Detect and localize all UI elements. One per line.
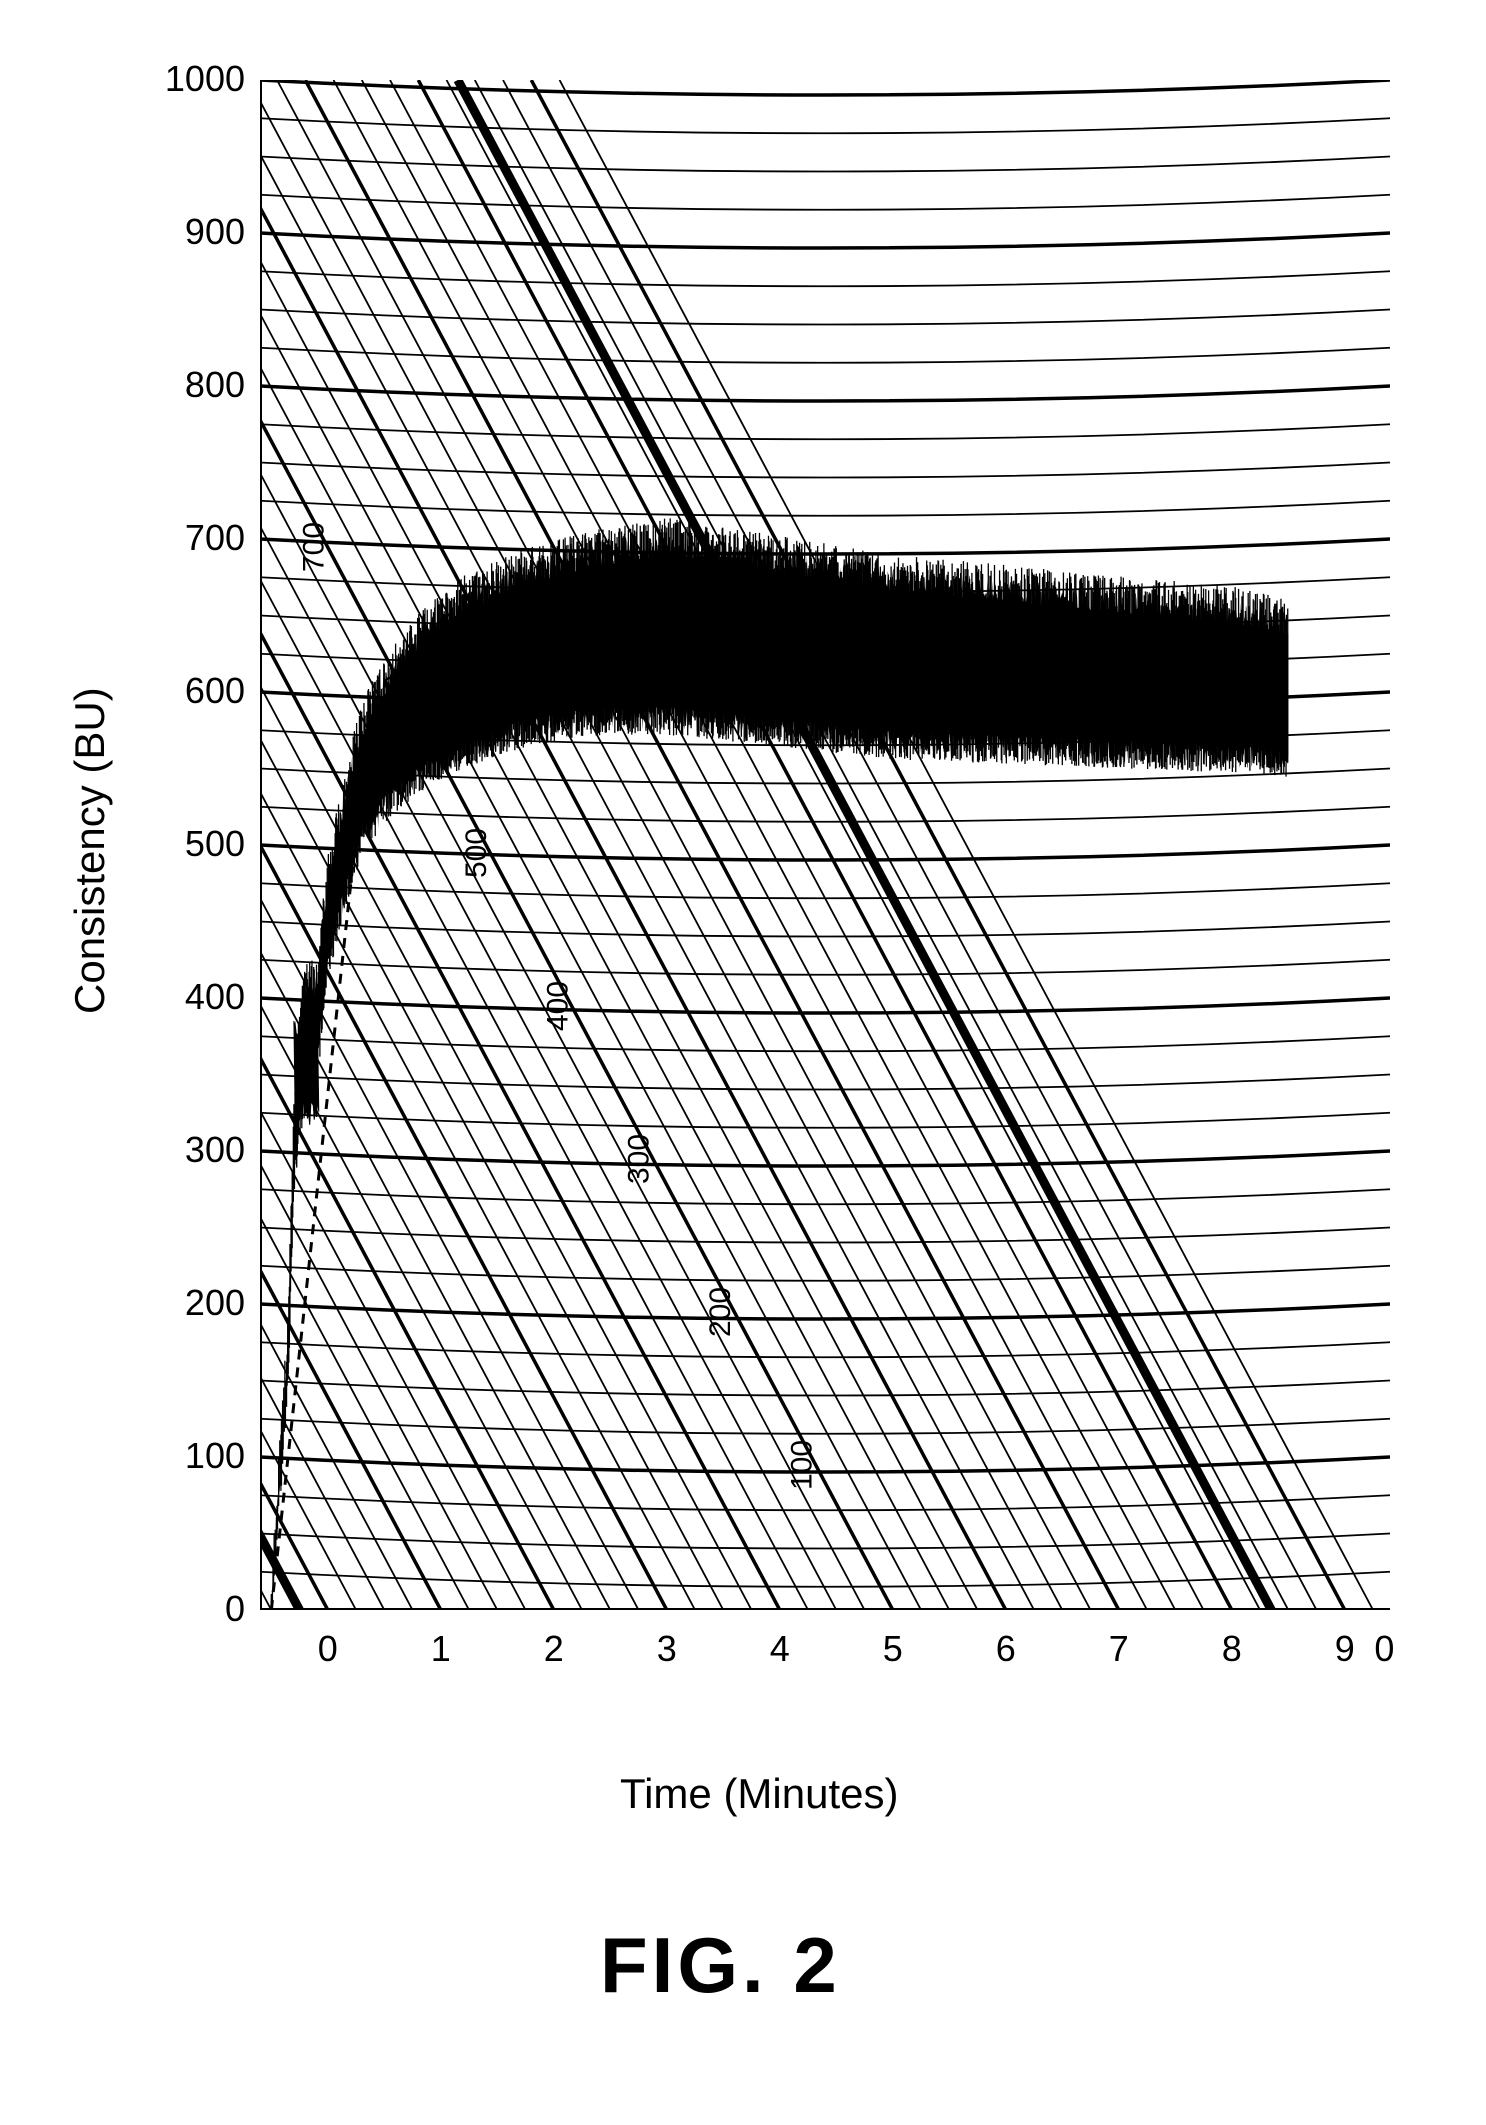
- x-tick: 9: [1325, 1628, 1365, 1670]
- svg-text:400: 400: [541, 981, 574, 1031]
- svg-text:200: 200: [704, 1287, 737, 1337]
- x-tick: 7: [1099, 1628, 1139, 1670]
- y-tick: 600: [155, 670, 245, 712]
- y-tick: 700: [155, 517, 245, 559]
- svg-text:300: 300: [623, 1134, 656, 1184]
- y-tick: 400: [155, 976, 245, 1018]
- svg-text:700: 700: [297, 522, 330, 572]
- y-tick: 900: [155, 211, 245, 253]
- x-tick: 2: [534, 1628, 574, 1670]
- x-axis-label: Time (Minutes): [620, 1770, 898, 1818]
- figure-page: Consistency (BU) Time (Minutes) FIG. 2 0…: [0, 0, 1486, 2125]
- y-tick: 0: [155, 1588, 245, 1630]
- svg-text:100: 100: [785, 1440, 818, 1490]
- x-tick: 3: [647, 1628, 687, 1670]
- x-tick: 0: [1364, 1628, 1404, 1670]
- x-tick: 0: [308, 1628, 348, 1670]
- svg-text:500: 500: [460, 828, 493, 878]
- x-tick: 6: [986, 1628, 1026, 1670]
- y-tick: 100: [155, 1435, 245, 1477]
- figure-caption: FIG. 2: [600, 1920, 841, 2011]
- y-tick: 1000: [155, 58, 245, 100]
- x-tick: 8: [1212, 1628, 1252, 1670]
- x-tick: 1: [421, 1628, 461, 1670]
- y-tick: 800: [155, 364, 245, 406]
- chart-plot-area: 01002003004005006007008009001000: [260, 80, 1390, 1610]
- y-tick: 200: [155, 1282, 245, 1324]
- x-tick: 5: [873, 1628, 913, 1670]
- y-tick: 500: [155, 823, 245, 865]
- x-tick: 4: [760, 1628, 800, 1670]
- y-axis-label: Consistency (BU): [66, 714, 114, 1014]
- y-tick: 300: [155, 1129, 245, 1171]
